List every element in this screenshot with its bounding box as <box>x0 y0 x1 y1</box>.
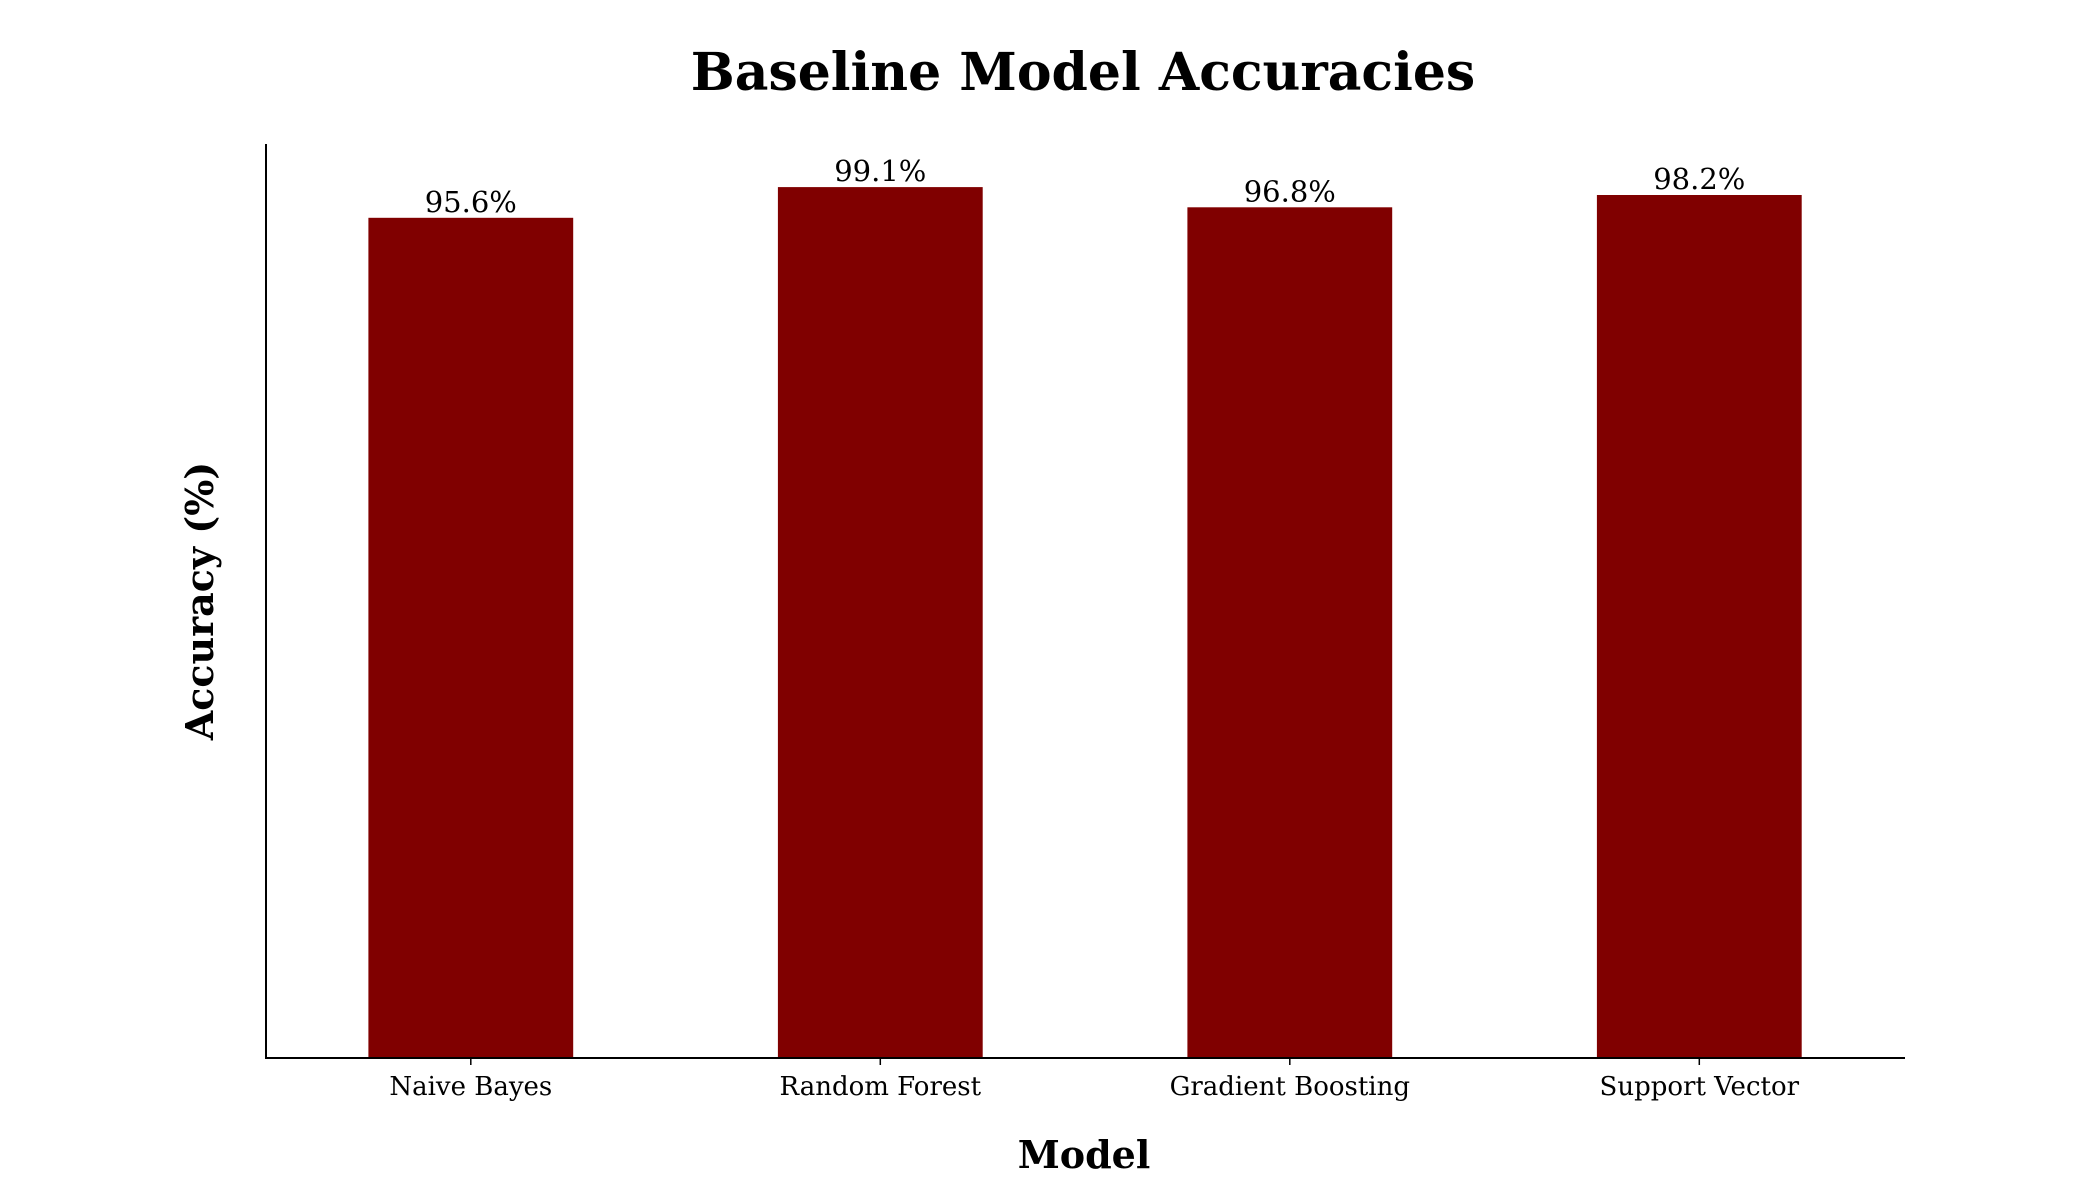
value-labels-group: 95.6% 99.1% 96.8% 98.2% <box>425 154 1746 219</box>
x-tick-label-support-vector: Support Vector <box>1600 1072 1800 1102</box>
bars-group <box>368 187 1802 1059</box>
value-label-random-forest: 99.1% <box>834 154 926 188</box>
bar-random-forest <box>777 187 983 1059</box>
bar-naive-bayes <box>368 217 574 1059</box>
chart-title: Baseline Model Accuracies <box>691 42 1475 103</box>
y-axis-label: Accuracy (%) <box>177 462 222 742</box>
x-tick-label-random-forest: Random Forest <box>780 1072 982 1102</box>
x-tick-label-gradient-boosting: Gradient Boosting <box>1170 1072 1410 1102</box>
bar-gradient-boosting <box>1187 207 1393 1059</box>
bar-support-vector <box>1596 195 1802 1058</box>
x-axis-label: Model <box>1018 1132 1151 1177</box>
value-label-naive-bayes: 95.6% <box>425 185 517 219</box>
value-label-support-vector: 98.2% <box>1653 162 1745 196</box>
x-tick-label-naive-bayes: Naive Bayes <box>389 1072 552 1102</box>
x-ticks-group: Naive Bayes Random Forest Gradient Boostin… <box>389 1058 1800 1102</box>
value-label-gradient-boosting: 96.8% <box>1244 174 1336 208</box>
